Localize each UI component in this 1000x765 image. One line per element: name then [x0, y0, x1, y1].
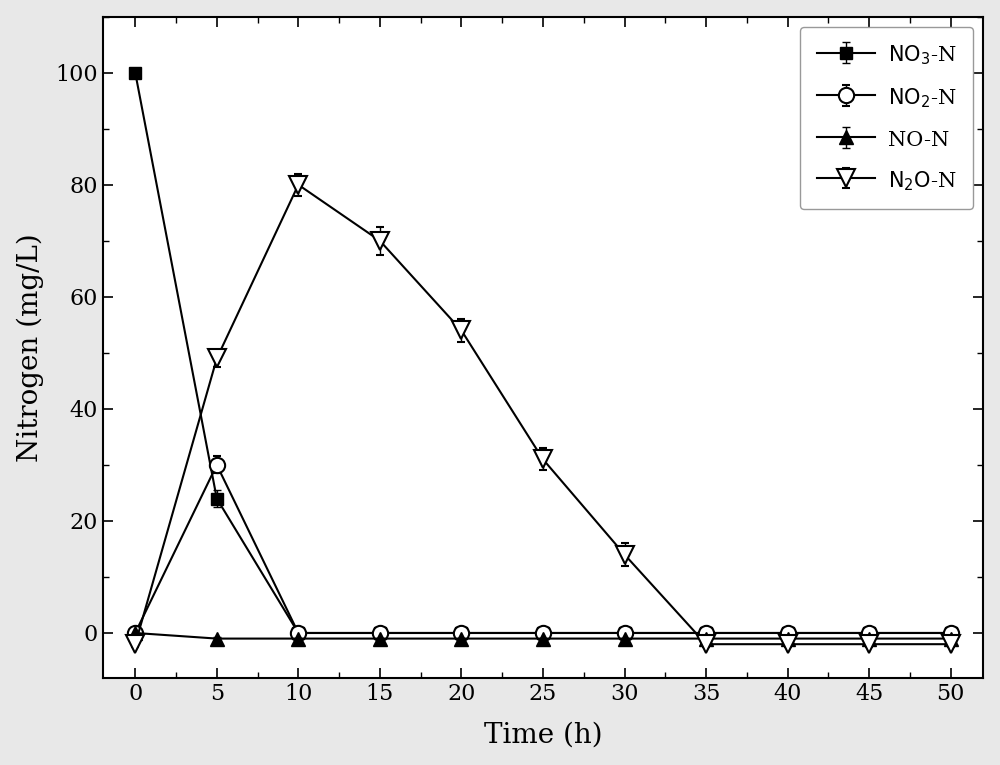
X-axis label: Time (h): Time (h) [484, 721, 602, 748]
Legend: $\mathrm{NO_3}$-N, $\mathrm{NO_2}$-N, NO-N, $\mathrm{N_2O}$-N: $\mathrm{NO_3}$-N, $\mathrm{NO_2}$-N, NO… [800, 27, 973, 209]
Y-axis label: Nitrogen (mg/L): Nitrogen (mg/L) [17, 233, 44, 461]
